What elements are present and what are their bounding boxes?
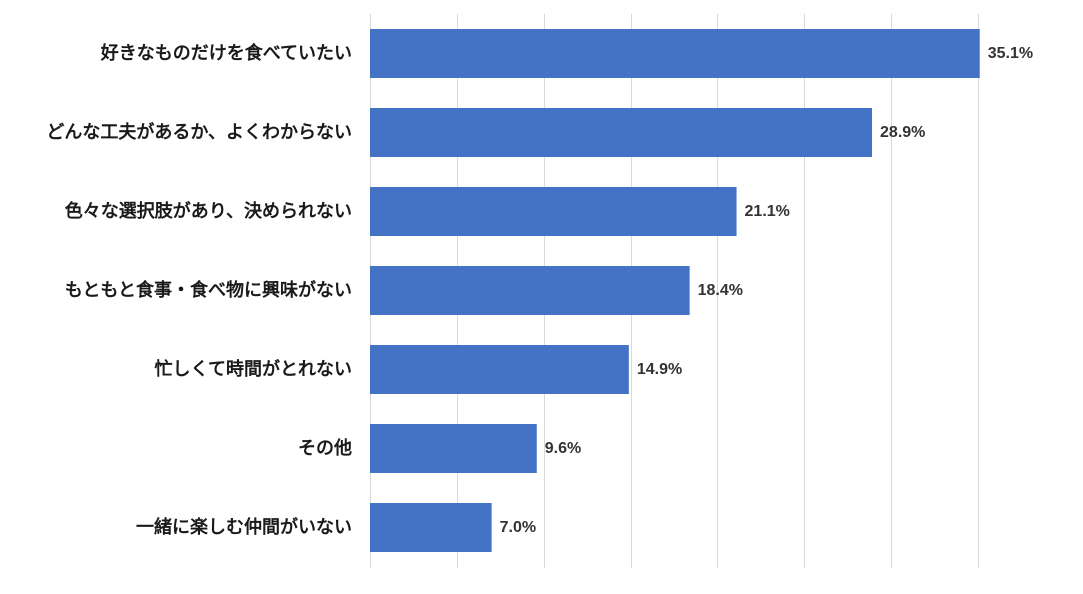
value-label: 7.0% <box>500 519 536 536</box>
bar <box>370 108 873 157</box>
category-label: 色々な選択肢があり、決められない <box>65 200 352 222</box>
value-label: 28.9% <box>880 124 925 141</box>
category-label: その他 <box>298 437 352 459</box>
category-label: もともと食事・食べ物に興味がない <box>65 279 352 301</box>
value-label: 18.4% <box>698 282 743 299</box>
bar <box>370 29 980 78</box>
bar <box>370 266 690 315</box>
bars <box>370 29 980 552</box>
category-label: 一緒に楽しむ仲間がいない <box>136 516 352 538</box>
category-label: 好きなものだけを食べていたい <box>100 42 352 64</box>
value-label: 14.9% <box>637 361 682 378</box>
value-label: 9.6% <box>545 440 581 457</box>
bar <box>370 503 492 552</box>
value-label: 21.1% <box>745 203 790 220</box>
category-label: 忙しくて時間がとれない <box>155 358 352 380</box>
bar <box>370 187 737 236</box>
bar <box>370 424 537 473</box>
bar <box>370 345 629 394</box>
category-labels: 好きなものだけを食べていたいどんな工夫があるか、よくわからない色々な選択肢があり… <box>46 42 352 538</box>
value-label: 35.1% <box>988 45 1033 62</box>
value-labels: 35.1% 28.9% 21.1% 18.4% 14.9% 9.6% 7.0% <box>500 45 1034 536</box>
category-label: どんな工夫があるか、よくわからない <box>46 121 352 143</box>
